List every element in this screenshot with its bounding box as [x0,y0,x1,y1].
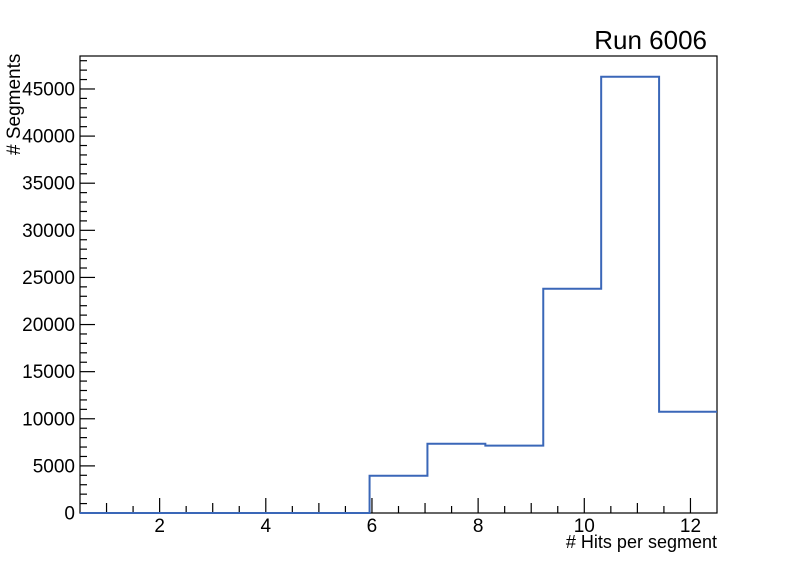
x-tick-labels: 2 4 6 8 10 12 [154,516,701,537]
svg-text:15000: 15000 [22,362,75,383]
svg-text:10: 10 [574,516,595,537]
y-tick-labels: 0 5000 10000 15000 20000 25000 30000 35000 40000… [22,79,75,524]
svg-text:10000: 10000 [22,409,75,430]
x-axis-label: # Hits per segment [565,532,717,552]
svg-text:40000: 40000 [22,127,75,148]
svg-text:2: 2 [154,516,165,537]
svg-text:25000: 25000 [22,268,75,289]
svg-text:12: 12 [680,516,701,537]
histogram-line [80,75,717,514]
svg-text:35000: 35000 [22,174,75,195]
svg-text:4: 4 [261,516,272,537]
plot-frame [79,55,718,514]
svg-text:20000: 20000 [22,315,75,336]
y-axis-label: # Segments [4,53,25,155]
svg-text:0: 0 [64,504,75,525]
svg-text:6: 6 [367,516,378,537]
svg-text:30000: 30000 [22,221,75,242]
chart-title: Run 6006 [594,25,707,55]
x-axis-ticks [105,498,692,513]
svg-text:8: 8 [473,516,484,537]
y-axis-ticks [80,60,95,514]
svg-text:5000: 5000 [33,456,75,477]
svg-text:45000: 45000 [22,79,75,100]
